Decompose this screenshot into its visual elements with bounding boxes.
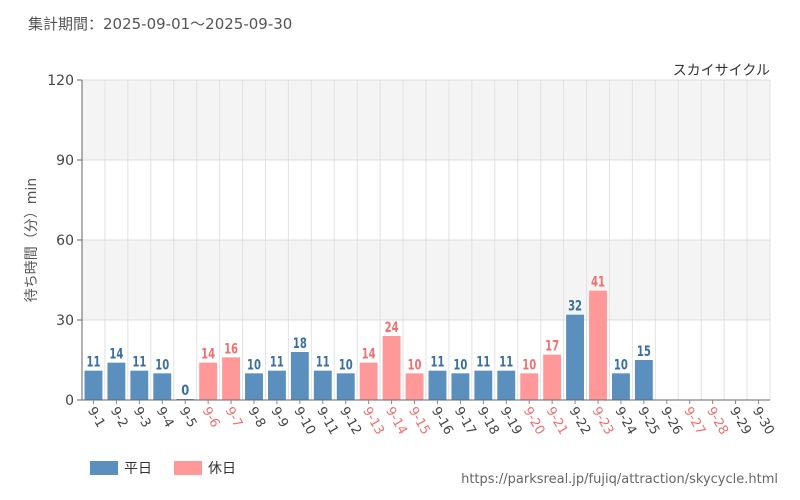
legend-label-holiday: 休日 [208,461,236,477]
x-tick-label: 9-5 [176,405,200,431]
y-axis-label: 待ち時間（分）min [24,178,40,302]
x-tick-label: 9-6 [199,405,223,431]
x-tick-label: 9-28 [703,405,731,438]
x-tick-label: 9-21 [543,405,571,438]
x-tick-label: 9-24 [611,405,639,438]
bar [313,370,332,400]
x-tick-label: 9-3 [130,405,154,431]
y-tick-label: 60 [56,233,74,249]
legend-item-holiday: 休日 [174,458,236,478]
x-tick-label: 9-14 [382,405,410,438]
bar [497,370,516,400]
bar [359,362,378,400]
bar [428,370,447,400]
x-tick-label: 9-27 [680,405,708,438]
bars: 11 14 11 10 0 14 16 10 11 18 11 10 14 24 10 11 10 11 11 10 1… [84,275,653,400]
bar-value-label: 17 [545,339,559,355]
legend: 平日 休日 [90,458,236,478]
bar-value-label: 32 [568,299,582,315]
bar-value-label: 10 [453,357,467,373]
bar [290,352,309,400]
x-tick-label: 9-4 [153,405,177,431]
y-tick-label: 0 [65,393,74,409]
bar-value-label: 10 [408,357,422,373]
bar-value-label: 11 [430,355,444,371]
legend-item-weekday: 平日 [90,458,152,478]
bar-value-label: 11 [476,355,490,371]
x-tick-label: 9-19 [497,405,525,438]
bar [382,336,401,400]
bar-value-label: 11 [316,355,330,371]
legend-label-weekday: 平日 [124,461,152,477]
bar-value-label: 11 [86,355,100,371]
bar [405,373,424,400]
bar [611,373,630,400]
bar [451,373,470,400]
bar-value-label: 11 [499,355,513,371]
x-tick-label: 9-16 [428,405,456,438]
legend-swatch-weekday [90,461,118,475]
x-tick-label: 9-13 [359,405,387,438]
bar [520,373,539,400]
chart-title: スカイサイクル [673,63,770,79]
bar-value-label: 10 [247,357,261,373]
x-tick-label: 9-1 [84,405,108,431]
bar [543,354,562,400]
legend-swatch-holiday [174,461,202,475]
bar [589,290,607,400]
x-tick-label: 9-2 [107,405,131,431]
x-tick-label: 9-29 [726,405,754,438]
bar-value-label: 24 [385,320,399,336]
bar-value-label: 11 [132,355,146,371]
x-tick-label: 9-25 [634,405,662,438]
source-url[interactable]: https://parksreal.jp/fujiq/attraction/sk… [461,472,778,487]
bar [153,373,172,400]
x-tick-label: 9-23 [589,405,617,438]
y-tick-label: 30 [56,313,74,329]
bar-value-label: 14 [362,347,376,363]
bar-value-label: 14 [201,347,215,363]
bar [130,370,149,400]
bar-value-label: 14 [109,347,123,363]
bar-value-label: 0 [181,383,189,399]
bar [566,314,585,400]
x-tick-label: 9-20 [520,405,548,438]
bar-value-label: 15 [637,344,651,360]
x-tick-label: 9-26 [657,405,685,438]
x-tick-label: 9-9 [267,405,291,431]
x-tick-label: 9-17 [451,405,479,438]
x-tick-label: 9-15 [405,405,433,438]
y-tick-label: 90 [56,153,74,169]
bar-value-label: 10 [614,357,628,373]
x-tick-label: 9-18 [474,405,502,438]
bar-value-label: 16 [224,341,238,357]
bar [84,370,103,400]
bar [474,370,493,400]
bar [222,357,241,400]
bar [336,373,355,400]
bar-value-label: 18 [293,336,307,352]
x-tick-label: 9-7 [222,405,246,431]
x-tick-label: 9-10 [290,405,318,438]
x-tick-label: 9-11 [313,405,341,438]
period-header: 集計期間：2025-09-01～2025-09-30 [28,15,293,33]
bar-value-label: 10 [155,357,169,373]
bar-value-label: 41 [591,275,605,291]
bar-value-label: 11 [270,355,284,371]
bar [267,370,286,400]
bar [634,360,653,400]
y-tick-label: 120 [47,73,74,89]
bar [199,362,218,400]
x-tick-label: 9-12 [336,405,364,438]
bar [107,362,126,400]
bar [245,373,263,400]
x-tick-label: 9-30 [749,405,777,438]
x-tick-label: 9-8 [245,405,269,431]
x-tick-label: 9-22 [566,405,594,438]
bar-value-label: 10 [339,357,353,373]
bar-value-label: 10 [522,357,536,373]
